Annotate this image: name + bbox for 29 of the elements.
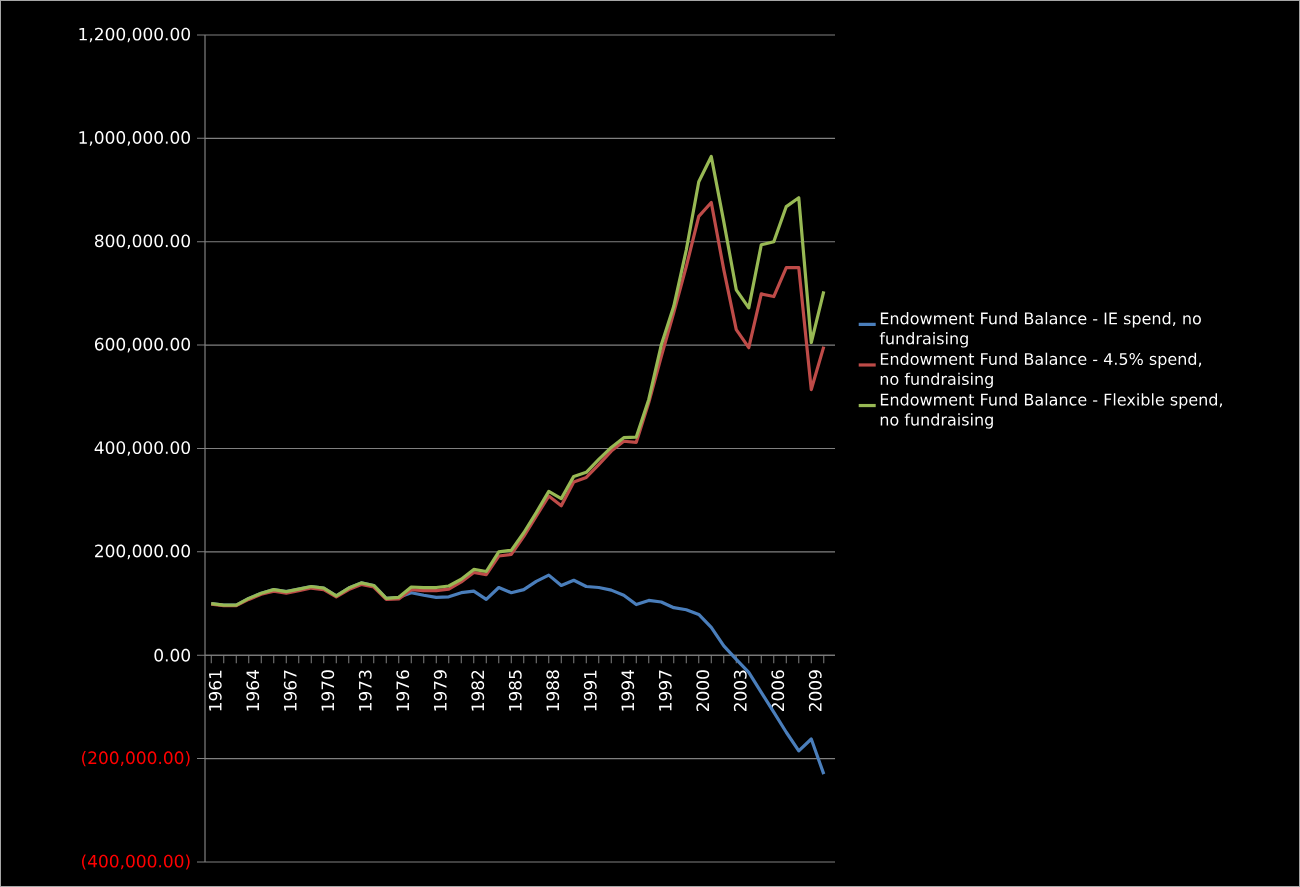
x-tick-label: 2009: [808, 670, 822, 712]
x-tick-label: 2003: [733, 670, 747, 712]
x-tick-label: 1982: [471, 670, 485, 711]
y-tick-label: 800,000.00: [94, 234, 190, 250]
y-tick-label: 1,000,000.00: [79, 131, 190, 146]
x-tick-label: 1961: [208, 670, 222, 711]
x-tick-label: 1964: [246, 670, 260, 711]
x-tick-label: 1994: [621, 670, 635, 711]
legend-label: Endowment Fund Balance - IE spend, no fundraising: [879, 312, 1201, 348]
x-tick-label: 2000: [696, 670, 710, 712]
x-tick-label: 1985: [508, 670, 522, 711]
y-tick-label: 0.00: [154, 648, 190, 662]
x-tick-label: 1973: [358, 670, 372, 711]
legend-label: Endowment Fund Balance - Flexible spend, no fundraising: [880, 393, 1222, 429]
x-tick-label: 1988: [546, 670, 560, 711]
x-tick-label: 1970: [321, 670, 335, 711]
y-tick-label: 200,000.00: [95, 544, 190, 560]
x-tick-label: 1997: [658, 670, 672, 711]
legend-label: Endowment Fund Balance - 4.5% spend, no fundraising: [880, 352, 1202, 389]
y-tick-label: (400,000.00): [82, 854, 190, 870]
x-tick-label: 1991: [583, 670, 597, 711]
x-tick-label: 2006: [771, 670, 785, 712]
y-tick-label: (200,000.00): [82, 751, 190, 767]
y-tick-label: 400,000.00: [94, 441, 190, 456]
x-tick-label: 1976: [396, 670, 410, 711]
x-tick-label: 1967: [283, 670, 297, 711]
x-tick-label: 1979: [433, 670, 447, 711]
y-tick-label: 1,200,000.00: [79, 27, 190, 43]
y-tick-label: 600,000.00: [94, 337, 190, 353]
